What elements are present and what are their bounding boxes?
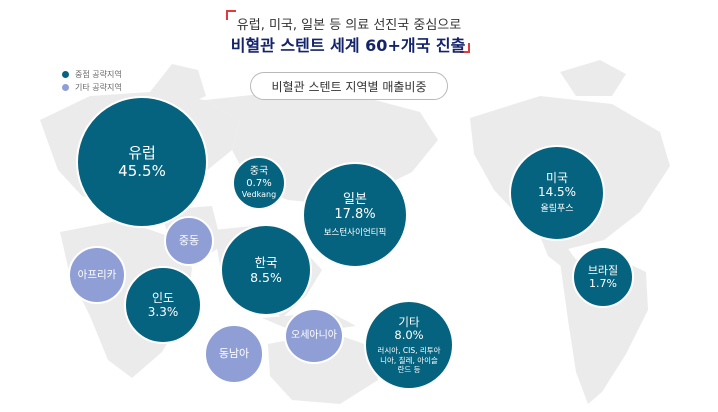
bubble-africa: 아프리카: [68, 246, 126, 304]
region-percentage: 0.7%: [246, 178, 272, 189]
bubble-china: 중국 0.7% Vedkang: [232, 156, 286, 210]
bubble-korea: 한국 8.5%: [220, 224, 312, 316]
region-name: 브라질: [587, 263, 619, 277]
region-partner: 올림푸스: [540, 203, 574, 214]
region-name: 인도: [151, 290, 175, 305]
bubble-middle-east: 중동: [164, 216, 214, 266]
bubble-others: 기타 8.0% 러시아, CIS, 리투아니아, 칠레, 아이슬란드 등: [364, 300, 454, 390]
region-name: 미국: [545, 170, 569, 185]
legend: 중점 공략지역 기타 공략지역: [62, 68, 122, 94]
bubble-oceania: 오세아니아: [284, 308, 344, 364]
bubble-japan: 일본 17.8% 보스턴사이언티픽: [302, 162, 408, 268]
region-name: 중동: [178, 234, 200, 248]
legend-label: 중점 공략지역: [75, 70, 122, 79]
bubble-brazil: 브라질 1.7%: [572, 246, 634, 308]
region-percentage: 8.0%: [394, 328, 424, 343]
region-percentage: 17.8%: [334, 207, 376, 223]
chart-title-pill: 비혈관 스텐트 지역별 매출비중: [250, 72, 448, 100]
region-countries: 러시아, CIS, 리투아니아, 칠레, 아이슬란드 등: [377, 346, 441, 374]
region-name: 아프리카: [77, 268, 117, 281]
legend-item-key-region: 중점 공략지역: [62, 68, 122, 81]
bubble-usa: 미국 14.5% 올림푸스: [509, 145, 605, 241]
region-name: 중국: [249, 166, 269, 177]
bubble-southeast-asia: 동남아: [204, 324, 264, 384]
region-partner: Vedkang: [241, 190, 277, 199]
bubble-europe: 유럽 45.5%: [76, 96, 208, 228]
region-name: 일본: [343, 191, 367, 207]
legend-dot-icon: [62, 71, 69, 78]
region-name: 오세아니아: [291, 330, 337, 341]
region-percentage: 14.5%: [537, 185, 577, 200]
region-percentage: 45.5%: [118, 162, 166, 180]
legend-dot-icon: [62, 84, 69, 91]
region-partner: 보스턴사이언티픽: [323, 227, 387, 238]
region-percentage: 3.3%: [147, 305, 179, 319]
headline-title: 비혈관 스텐트 세계 60+개국 진출: [230, 36, 466, 55]
headline-bracket-bottom-right: [460, 43, 470, 53]
region-name: 한국: [254, 255, 278, 270]
region-percentage: 1.7%: [589, 277, 617, 290]
region-name: 동남아: [218, 347, 250, 361]
legend-item-other-region: 기타 공략지역: [62, 81, 122, 94]
legend-label: 기타 공략지역: [75, 83, 122, 92]
region-percentage: 8.5%: [250, 270, 282, 285]
region-name: 기타: [398, 314, 420, 329]
headline-bracket-top-left: [226, 10, 236, 20]
headline-subtitle: 유럽, 미국, 일본 등 의료 선진국 중심으로: [236, 18, 462, 33]
bubble-india: 인도 3.3%: [124, 266, 202, 344]
region-name: 유럽: [128, 144, 156, 162]
